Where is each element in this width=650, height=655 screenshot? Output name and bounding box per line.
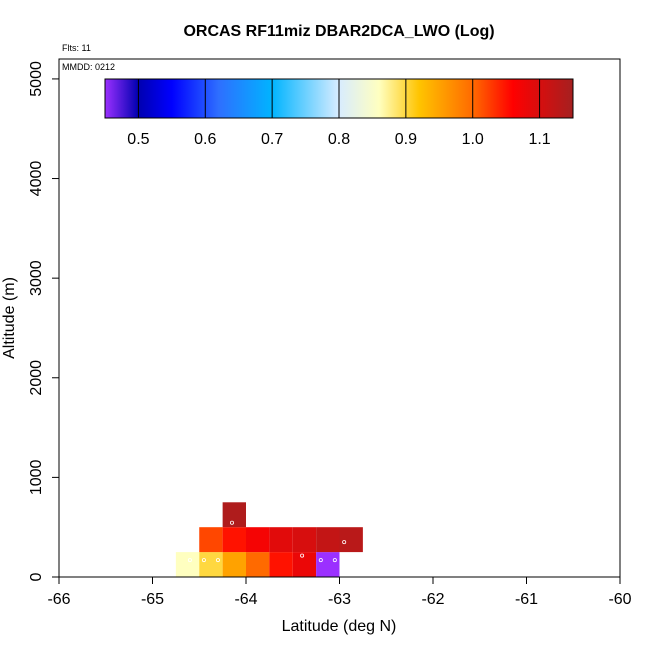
y-tick-label: 3000 [28, 260, 45, 296]
x-tick-label: -62 [421, 591, 444, 608]
colorbar-tick-label: 0.5 [127, 131, 149, 148]
heatmap-cell [222, 502, 246, 528]
heatmap-cell [292, 552, 317, 577]
heatmap-cell [269, 527, 293, 553]
colorbar-tick-label: 1.1 [528, 131, 550, 148]
heatmap-cell [222, 552, 246, 577]
colorbar-tick-label: 0.9 [395, 131, 417, 148]
axes: -66 -65 -64 -63 -62 -61 -60 0 1000 2000 3000 4000 50… [28, 61, 632, 608]
y-tick-label: 1000 [28, 459, 45, 495]
sample-point [300, 553, 305, 558]
sample-point [215, 558, 220, 563]
heatmap-cell [316, 527, 340, 553]
sample-point [229, 520, 234, 525]
heatmap-cell [246, 527, 270, 553]
heatmap-cells [175, 502, 363, 577]
sample-point [187, 558, 192, 563]
heatmap-cell [199, 527, 223, 553]
heatmap-cell [316, 552, 340, 577]
date-annotation: MMDD: 0212 [62, 62, 115, 72]
heatmap-cell [292, 527, 317, 553]
colorbar-tick-label: 0.6 [194, 131, 216, 148]
colorbar-tick-label: 0.8 [328, 131, 350, 148]
sample-point [318, 558, 323, 563]
y-tick-label: 5000 [28, 61, 45, 97]
x-tick-label: -66 [47, 591, 70, 608]
colorbar-tick-label: 1.0 [462, 131, 484, 148]
y-tick-label: 0 [28, 572, 45, 581]
chart-title: ORCAS RF11miz DBAR2DCA_LWO (Log) [183, 23, 494, 40]
flights-annotation: Flts: 11 [62, 43, 91, 53]
heatmap-cell [175, 552, 200, 577]
x-tick-label: -65 [141, 591, 164, 608]
sample-point [342, 540, 347, 545]
heatmap-cell [199, 552, 223, 577]
heatmap-cell [269, 552, 293, 577]
x-tick-label: -64 [234, 591, 257, 608]
y-tick-label: 2000 [28, 360, 45, 396]
y-axis-label: Altitude (m) [1, 277, 18, 359]
heatmap-cell [246, 552, 270, 577]
sample-points [187, 520, 347, 563]
x-axis-label: Latitude (deg N) [282, 618, 397, 635]
colorbar-tick-label: 0.7 [261, 131, 283, 148]
colorbar: 0.5 0.6 0.7 0.8 0.9 1.0 1.1 [127, 79, 551, 148]
sample-point [332, 558, 337, 563]
heatmap-cell [339, 527, 363, 553]
x-tick-label: -61 [515, 591, 538, 608]
heatmap-cell [222, 527, 246, 553]
y-tick-label: 4000 [28, 161, 45, 197]
x-tick-label: -63 [328, 591, 351, 608]
sample-point [201, 558, 206, 563]
x-tick-label: -60 [608, 591, 631, 608]
